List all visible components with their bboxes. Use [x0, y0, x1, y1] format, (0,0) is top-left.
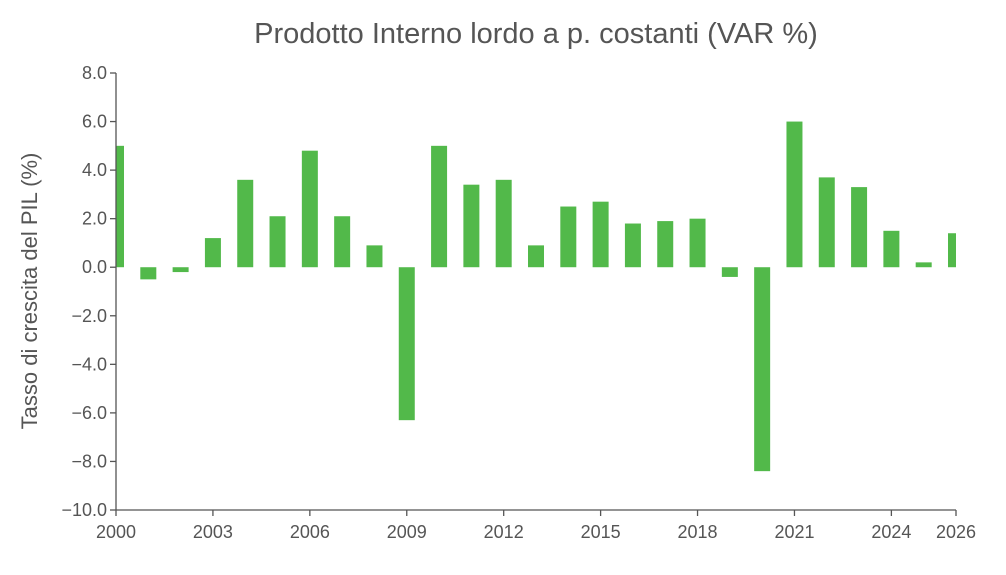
x-tick-label: 2012	[484, 522, 524, 542]
y-axis: 8.0 6.0 4.0 2.0 0.0 −2.0 −4.0 −6.0 −8.0 −10.0	[61, 63, 117, 520]
bar-2008	[366, 245, 383, 268]
bar-2023	[851, 187, 868, 268]
bar-2004	[237, 179, 254, 268]
bar-2014	[560, 206, 577, 268]
chart-title: Prodotto Interno lordo a p. costanti (VA…	[254, 18, 818, 50]
y-tick-label: −10.0	[61, 500, 107, 520]
x-axis: 2000 2003 2006 2009 2012 2015 2018 2021 2024 2026	[96, 509, 976, 542]
bar-2025	[915, 262, 932, 268]
bar-2001	[140, 267, 157, 280]
bar-2017	[657, 221, 674, 268]
bar-2003	[204, 238, 221, 268]
bar-2024	[883, 230, 900, 268]
bar-2021	[786, 121, 803, 268]
y-axis-title: Tasso di crescita del PIL (%)	[17, 153, 42, 430]
y-tick-label: −2.0	[71, 306, 107, 326]
y-tick-label: 8.0	[82, 63, 107, 83]
x-tick-label: 2018	[678, 522, 718, 542]
bar-series	[116, 121, 956, 472]
bar-2011	[463, 184, 480, 268]
y-tick-label: 6.0	[82, 112, 107, 132]
bar-2018	[689, 218, 706, 268]
bar-2005	[269, 216, 286, 268]
y-tick-label: 2.0	[82, 209, 107, 229]
y-tick-label: 4.0	[82, 160, 107, 180]
x-tick-label: 2000	[96, 522, 136, 542]
x-tick-label: 2006	[290, 522, 330, 542]
bar-2020	[754, 267, 771, 472]
x-tick-label: 2024	[871, 522, 911, 542]
bar-2026	[948, 233, 956, 268]
bar-2010	[431, 145, 448, 268]
bar-2000	[116, 145, 124, 268]
x-tick-label: 2015	[581, 522, 621, 542]
y-tick-label: −6.0	[71, 403, 107, 423]
bar-2022	[818, 177, 835, 268]
bar-2015	[592, 201, 609, 268]
bar-2007	[334, 216, 351, 268]
bar-2016	[624, 223, 641, 268]
y-tick-label: −4.0	[71, 354, 107, 374]
y-tick-label: −8.0	[71, 451, 107, 471]
bar-2006	[301, 150, 318, 268]
x-tick-label: 2003	[193, 522, 233, 542]
x-tick-label: 2021	[774, 522, 814, 542]
y-tick-label: 0.0	[82, 257, 107, 277]
bar-2009	[398, 267, 415, 421]
bar-2002	[172, 267, 189, 273]
bar-2019	[721, 267, 738, 277]
x-tick-label: 2009	[387, 522, 427, 542]
x-tick-label: 2026	[936, 522, 976, 542]
bar-2012	[495, 179, 512, 268]
bar-2013	[528, 245, 544, 268]
